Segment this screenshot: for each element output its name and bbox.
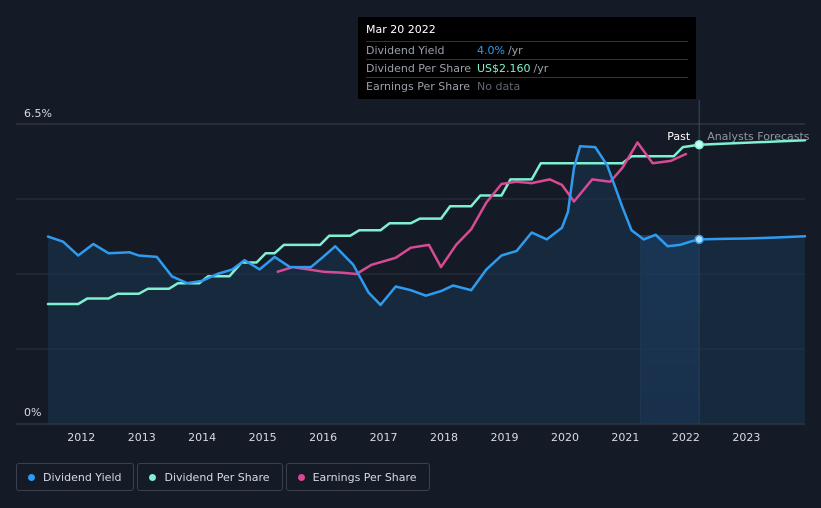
tooltip-label: Dividend Yield [366,44,445,57]
tooltip-row-dividend-per-share: Dividend Per Share US$2.160 /yr [366,60,688,78]
dividend-yield-marker [694,234,704,245]
x-tick-label: 2014 [188,431,216,444]
legend-item-earnings-per-share[interactable]: Earnings Per Share [285,463,430,491]
x-tick-label: 2015 [249,431,277,444]
dividend-per-share-line [46,138,807,306]
tooltip-date: Mar 20 2022 [366,23,688,42]
tooltip-label: Dividend Per Share [366,62,472,75]
tooltip-unit: /yr [507,44,523,57]
legend-item-dividend-yield[interactable]: Dividend Yield [16,463,135,491]
x-tick-label: 2019 [490,431,518,444]
x-tick-label: 2017 [370,431,398,444]
tooltip-unit: /yr [533,62,549,75]
x-tick-label: 2021 [611,431,639,444]
x-tick-label: 2022 [672,431,700,444]
dividend-yield-area [48,146,805,424]
x-tick-label: 2018 [430,431,458,444]
tooltip-value: 4.0% [477,44,505,57]
legend-dot-icon [149,473,157,481]
x-tick-label: 2012 [67,431,95,444]
tooltip-value: No data [477,80,521,93]
tooltip-row-earnings-per-share: Earnings Per Share No data [366,78,688,95]
chart-legend: Dividend Yield Dividend Per Share Earnin… [16,463,430,491]
legend-label: Dividend Per Share [164,470,270,484]
past-label: Past [667,130,691,143]
legend-dot-icon [28,473,35,481]
tooltip-label: Earnings Per Share [366,80,471,93]
legend-label: Earnings Per Share [312,470,417,484]
tooltip-value: US$2.160 [477,62,531,75]
x-tick-label: 2016 [309,431,337,444]
hover-tooltip: Mar 20 2022 Dividend Yield 4.0% /yr Divi… [358,17,696,99]
legend-label: Dividend Yield [43,470,122,484]
tooltip-row-dividend-yield: Dividend Yield 4.0% /yr [366,42,688,60]
dividend-per-share-marker [694,140,704,150]
y-tick-label: 6.5% [24,107,52,120]
analysts-forecasts-label: Analysts Forecasts [707,130,810,143]
x-tick-label: 2020 [551,431,579,444]
legend-dot-icon [297,473,305,481]
dividend-yield-line [46,144,807,307]
legend-item-dividend-per-share[interactable]: Dividend Per Share [137,463,283,491]
y-tick-label: 0% [24,406,41,419]
x-tick-label: 2023 [732,431,760,444]
x-tick-label: 2013 [128,431,156,444]
